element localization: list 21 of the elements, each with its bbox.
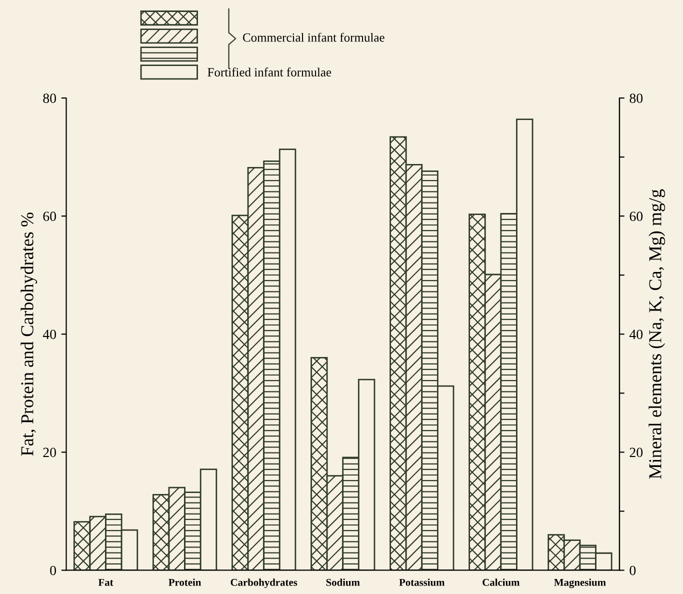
x-tick-label: Fat: [98, 578, 114, 586]
y-tick-label: 0: [50, 566, 56, 576]
y-tick-label: 20: [43, 448, 56, 458]
y2-tick-label: 60: [630, 212, 643, 222]
y2-tick-label: 80: [630, 94, 643, 103]
y-tick-label: 40: [42, 330, 56, 340]
y2-axis-title: Mineral elements (Na, K, Ca, Mg) mg/g: [648, 189, 666, 479]
y-axis-title: Fat, Protein and Carbohydrates %: [20, 212, 38, 456]
y2-tick-label: 0: [630, 566, 636, 576]
x-tick-label: Protein: [168, 578, 202, 586]
y-tick-label: 80: [43, 94, 56, 103]
y2-tick-label: 20: [630, 448, 643, 458]
x-tick-label: Calcium: [482, 578, 520, 586]
y2-tick-label: 40: [629, 330, 643, 340]
x-tick-label: Carbohydrates: [230, 578, 298, 588]
x-tick-label: Magnesium: [554, 578, 606, 588]
legend-label: Fortified infant formulae: [208, 68, 332, 76]
x-tick-label: Potassium: [399, 578, 445, 586]
y-tick-label: 60: [43, 212, 56, 222]
text: Commercial infant formulae: [242, 32, 384, 42]
x-tick-label: Sodium: [326, 578, 360, 586]
